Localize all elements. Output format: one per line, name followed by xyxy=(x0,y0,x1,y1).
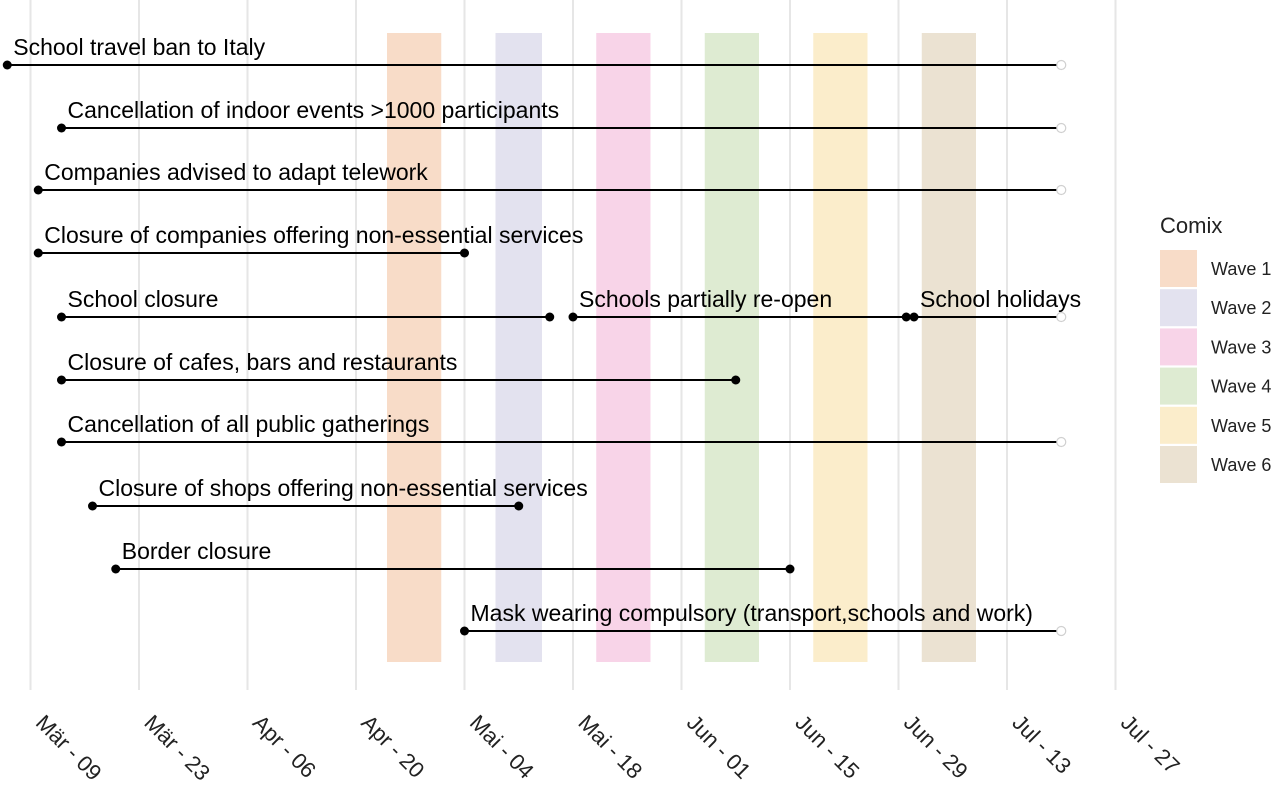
measure-end-point xyxy=(785,564,795,574)
wave-band-1 xyxy=(387,33,442,662)
measure-start-point xyxy=(57,437,66,447)
x-tick-label: Apr - 20 xyxy=(356,710,429,783)
legend-swatch xyxy=(1160,289,1197,327)
measure-label: School holidays xyxy=(920,286,1081,312)
legend-swatch xyxy=(1160,367,1197,405)
x-tick-label: Jun - 15 xyxy=(790,710,864,784)
wave-band-6 xyxy=(921,33,976,662)
x-tick-label: Jun - 29 xyxy=(899,710,973,784)
x-tick-label: Jul - 27 xyxy=(1116,710,1185,779)
measure-ongoing-point xyxy=(1056,184,1067,196)
legend-item-label: Wave 1 xyxy=(1211,259,1271,279)
measure-label: School closure xyxy=(68,286,219,312)
legend-swatch xyxy=(1160,406,1197,444)
legend-title: Comix xyxy=(1160,213,1222,238)
measure-ongoing-point xyxy=(1056,436,1067,448)
wave-band-4 xyxy=(704,33,759,662)
legend-item-label: Wave 6 xyxy=(1211,455,1271,475)
legend-item-label: Wave 2 xyxy=(1211,298,1271,318)
measure-row: School holidays xyxy=(909,286,1081,323)
x-tick-label: Mär - 09 xyxy=(31,710,107,786)
measure-start-point xyxy=(111,564,121,574)
measure-row: Cancellation of all public gatherings xyxy=(57,411,1067,448)
measure-label: Mask wearing compulsory (transport,schoo… xyxy=(471,600,1033,626)
measure-row: School travel ban to Italy xyxy=(2,34,1067,71)
measure-row: Schools partially re-open xyxy=(568,286,911,322)
measure-row: Mask wearing compulsory (transport,schoo… xyxy=(460,600,1067,637)
measure-label: Cancellation of indoor events >1000 part… xyxy=(68,97,560,123)
measure-end-point xyxy=(901,312,911,322)
wave-band-5 xyxy=(813,33,868,662)
measure-end-point xyxy=(514,501,524,511)
measure-label: Companies advised to adapt telework xyxy=(44,159,428,185)
measure-row: Border closure xyxy=(111,538,795,574)
measure-start-point xyxy=(33,185,43,195)
measure-ongoing-point xyxy=(1056,122,1067,134)
measure-start-point xyxy=(33,248,43,258)
measure-start-point xyxy=(909,312,919,322)
measure-label: Closure of companies offering non-essent… xyxy=(44,222,583,248)
measure-row: School closure xyxy=(57,286,555,322)
wave-bands xyxy=(387,33,976,662)
measure-ongoing-point xyxy=(1056,311,1067,323)
measure-row: Closure of shops offering non-essential … xyxy=(88,475,588,511)
measure-label: Schools partially re-open xyxy=(579,286,832,312)
wave-band-2 xyxy=(495,33,542,662)
x-axis-ticks: Mär - 09 Mär - 23 Apr - 06 Apr - 20 Mai - 04… xyxy=(31,710,1185,786)
x-tick-label: Mär - 23 xyxy=(139,710,215,786)
measure-ongoing-point xyxy=(1056,59,1067,71)
measure-start-point xyxy=(2,60,12,70)
measure-label: School travel ban to Italy xyxy=(13,34,265,60)
measure-lines: School travel ban to Italy Cancellation o… xyxy=(2,34,1081,637)
measure-start-point xyxy=(88,501,97,511)
measure-end-point xyxy=(545,312,555,322)
legend: Comix Wave 1 Wave 2 Wave 3 Wave 4 Wave 5 Wave … xyxy=(1160,213,1271,483)
measure-ongoing-point xyxy=(1056,625,1067,637)
measure-start-point xyxy=(57,375,66,385)
legend-item-label: Wave 4 xyxy=(1211,377,1271,397)
legend-swatch xyxy=(1160,250,1197,287)
x-tick-label: Jun - 01 xyxy=(682,710,756,784)
x-tick-label: Jul - 13 xyxy=(1007,710,1076,779)
measure-label: Border closure xyxy=(122,538,272,564)
measure-start-point xyxy=(460,626,469,636)
measure-start-point xyxy=(568,312,578,322)
x-tick-label: Mai - 04 xyxy=(465,710,539,784)
x-tick-label: Apr - 06 xyxy=(248,710,321,783)
measure-label: Closure of shops offering non-essential … xyxy=(99,475,588,501)
measure-end-point xyxy=(731,375,741,385)
legend-item-label: Wave 5 xyxy=(1211,416,1271,436)
measure-label: Cancellation of all public gatherings xyxy=(68,411,430,437)
measure-label: Closure of cafes, bars and restaurants xyxy=(68,349,458,375)
wave-band-3 xyxy=(596,33,651,662)
measure-row: Cancellation of indoor events >1000 part… xyxy=(57,97,1067,134)
measure-row: Closure of cafes, bars and restaurants xyxy=(57,349,741,385)
measure-end-point xyxy=(460,248,469,258)
measure-row: Companies advised to adapt telework xyxy=(33,159,1067,196)
legend-swatch xyxy=(1160,328,1197,366)
legend-item-label: Wave 3 xyxy=(1211,337,1271,357)
grid-lines xyxy=(29,0,1117,690)
measure-start-point xyxy=(57,312,66,322)
x-tick-label: Mai - 18 xyxy=(573,710,647,784)
measure-row: Closure of companies offering non-essent… xyxy=(33,222,583,258)
measure-start-point xyxy=(57,123,66,133)
legend-swatch xyxy=(1160,446,1197,483)
